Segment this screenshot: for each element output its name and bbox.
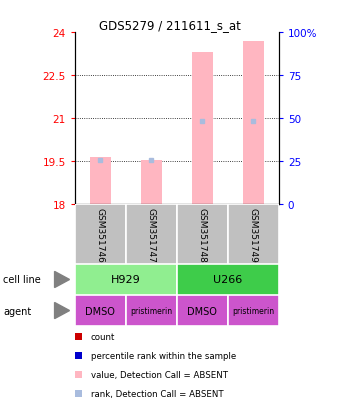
Text: GDS5279 / 211611_s_at: GDS5279 / 211611_s_at	[99, 19, 241, 31]
Bar	[90, 157, 111, 204]
Text: pristimerin: pristimerin	[232, 306, 274, 315]
Bar	[126, 204, 177, 264]
Bar	[228, 295, 279, 326]
Bar	[242, 42, 264, 204]
Text: GSM351746: GSM351746	[96, 207, 105, 262]
Bar	[177, 204, 228, 264]
Polygon shape	[54, 303, 69, 319]
Text: GSM351749: GSM351749	[249, 207, 258, 262]
Bar	[75, 264, 177, 295]
Text: GSM351747: GSM351747	[147, 207, 156, 262]
Text: U266: U266	[213, 275, 242, 285]
Text: value, Detection Call = ABSENT: value, Detection Call = ABSENT	[91, 370, 228, 379]
Text: GSM351748: GSM351748	[198, 207, 207, 262]
Text: pristimerin: pristimerin	[130, 306, 172, 315]
Bar	[177, 264, 279, 295]
Text: count: count	[91, 332, 115, 341]
Bar	[228, 204, 279, 264]
Text: H929: H929	[111, 275, 141, 285]
Text: cell line: cell line	[3, 275, 41, 285]
Bar	[126, 295, 177, 326]
Text: DMSO: DMSO	[85, 306, 115, 316]
Bar	[191, 53, 213, 204]
Bar	[75, 204, 126, 264]
Bar	[75, 295, 126, 326]
Polygon shape	[54, 272, 69, 288]
Bar	[141, 160, 162, 204]
Text: agent: agent	[3, 306, 32, 316]
Text: percentile rank within the sample: percentile rank within the sample	[91, 351, 236, 360]
Text: rank, Detection Call = ABSENT: rank, Detection Call = ABSENT	[91, 389, 223, 398]
Bar	[177, 295, 228, 326]
Text: DMSO: DMSO	[187, 306, 217, 316]
